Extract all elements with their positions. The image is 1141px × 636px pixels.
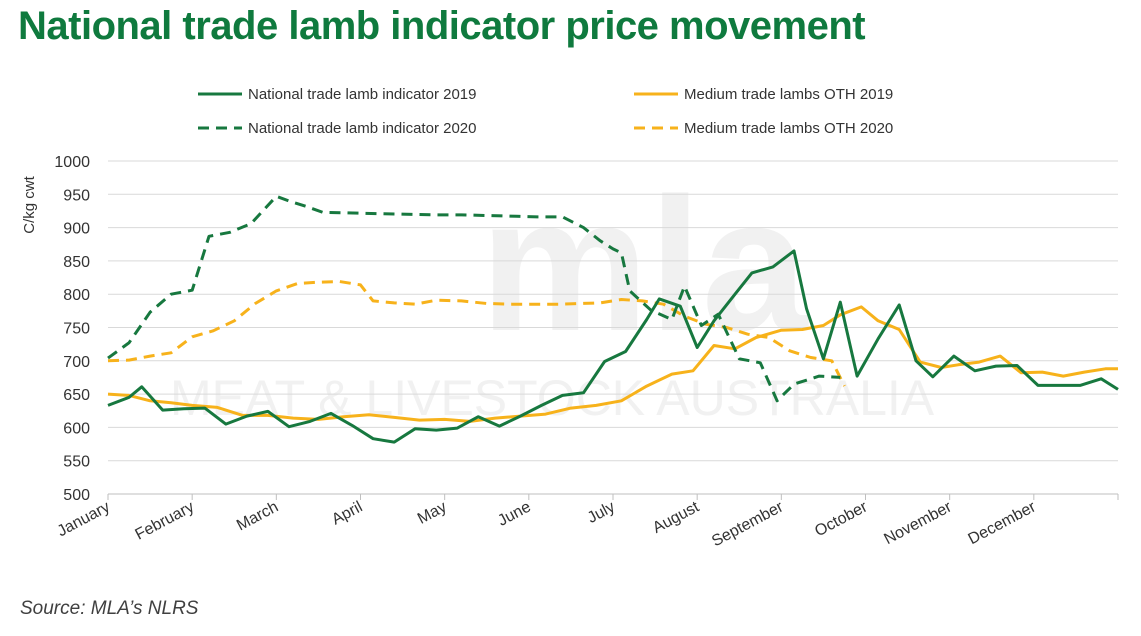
series-line-3 (107, 280, 846, 387)
x-tick-label: November (881, 498, 955, 548)
y-tick-label: 600 (63, 420, 90, 437)
x-tick-label: April (329, 499, 365, 529)
x-tick-label: June (495, 498, 534, 529)
y-tick-label: 950 (63, 187, 90, 204)
legend: National trade lamb indicator 2019 Medium… (198, 86, 893, 137)
x-tick-label: March (234, 499, 281, 535)
x-tick-label: February (133, 499, 198, 544)
x-tick-label: August (650, 498, 702, 537)
series-lines (107, 194, 1119, 444)
x-tick-label: May (415, 499, 450, 528)
watermark-text: MEAT & LIVESTOCK AUSTRALIA (170, 370, 935, 426)
legend-entry: National trade lamb indicator 2020 (248, 120, 476, 137)
x-tick-label: January (55, 499, 113, 541)
watermark-logo: mla (480, 159, 809, 371)
y-tick-label: 750 (63, 321, 90, 338)
x-tick-label: July (585, 499, 618, 527)
y-axis-label: C/kg cwt (21, 175, 38, 233)
y-tick-label: 550 (63, 454, 90, 471)
x-tick-label: December (966, 498, 1040, 548)
y-tick-label: 650 (63, 387, 90, 404)
y-axis: 500 550 600 650 700 750 800 850 900 950 1000 (54, 154, 90, 504)
x-tick-label: October (812, 498, 871, 540)
legend-entry: Medium trade lambs OTH 2019 (684, 86, 893, 103)
series-line-2 (107, 194, 841, 403)
series-line-0 (107, 249, 1119, 444)
legend-entry: Medium trade lambs OTH 2020 (684, 120, 893, 137)
series-line-1 (107, 305, 1118, 423)
y-tick-label: 700 (63, 354, 90, 371)
source-note: Source: MLA’s NLRS (20, 598, 199, 619)
y-tick-label: 500 (63, 487, 90, 504)
y-tick-label: 1000 (54, 154, 90, 171)
y-tick-label: 900 (63, 221, 90, 238)
y-tick-label: 800 (63, 287, 90, 304)
legend-entry: National trade lamb indicator 2019 (248, 86, 476, 103)
y-tick-label: 850 (63, 254, 90, 271)
x-axis: January February March April May June July Augu… (55, 493, 1119, 550)
x-tick-label: September (709, 498, 787, 550)
chart-title: National trade lamb indicator price move… (18, 4, 866, 48)
